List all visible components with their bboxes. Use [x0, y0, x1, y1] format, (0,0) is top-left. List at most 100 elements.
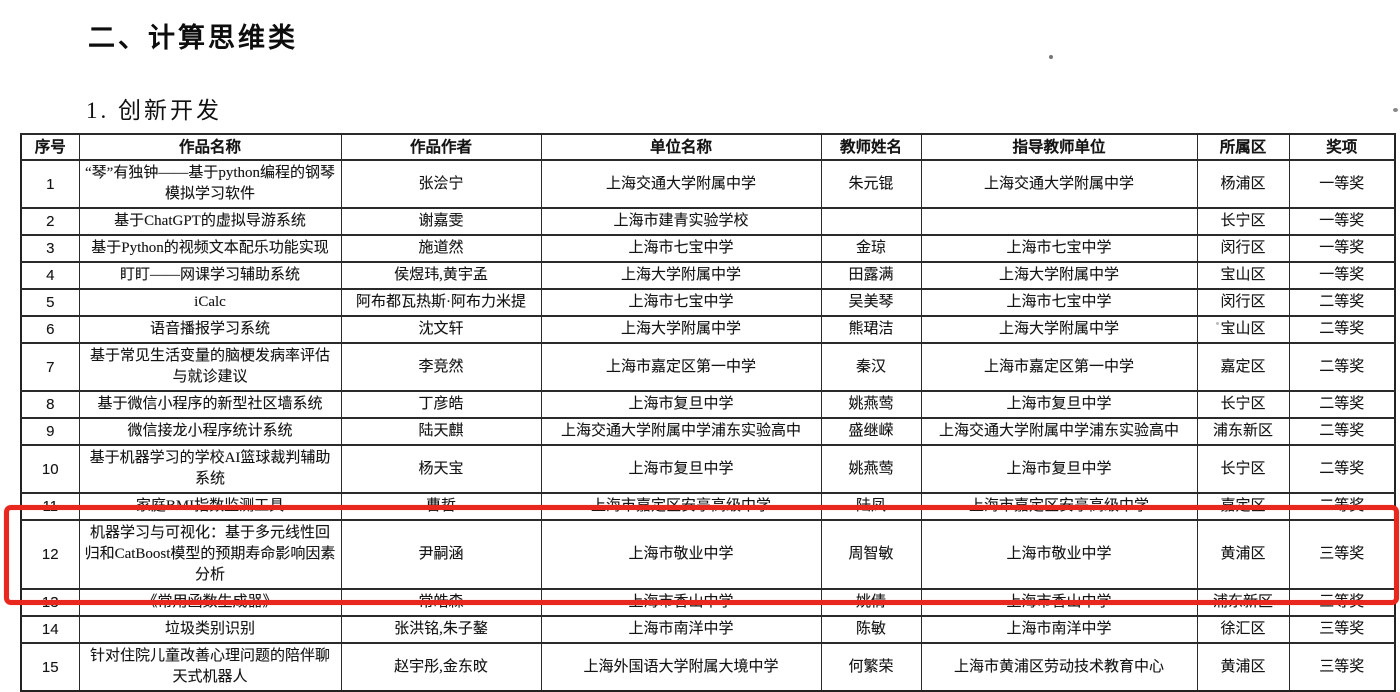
cell-teacher-unit: 上海市香山中学 [920, 588, 1198, 617]
cell-school: 上海市建青实验学校 [540, 207, 822, 236]
document-page: 二、计算思维类 1. 创新开发 序号 作品名称 作品作者 单位名称 教师姓名 指导教师单位… [0, 16, 1400, 692]
cell-teacher [820, 207, 922, 236]
cell-teacher: 金琼 [820, 234, 922, 263]
cell-teacher-unit: 上海市复旦中学 [920, 444, 1198, 494]
cell-title: 基于微信小程序的新型社区墙系统 [78, 390, 342, 419]
table-row-13: 13 《常用函数生成器》 常皓森 上海市香山中学 姚倩 上海市香山中学 浦东新区 三等奖 [20, 588, 1396, 617]
cell-award: 一等奖 [1288, 207, 1396, 236]
cell-title: 家庭BMI指数监测工具 [78, 492, 342, 521]
cell-no: 5 [20, 288, 80, 317]
cell-teacher: 吴美琴 [820, 288, 922, 317]
cell-authors: 沈文轩 [340, 315, 542, 344]
cell-title: 基于Python的视频文本配乐功能实现 [78, 234, 342, 263]
cell-teacher: 姚倩 [820, 588, 922, 617]
subsection-title: 1. 创新开发 [86, 98, 222, 123]
cell-teacher: 熊珺洁 [820, 315, 922, 344]
cell-authors: 丁彦皓 [340, 390, 542, 419]
cell-school: 上海大学附属中学 [540, 261, 822, 290]
column-header-no: 序号 [20, 133, 80, 161]
cell-no: 6 [20, 315, 80, 344]
cell-no: 14 [20, 615, 80, 644]
cell-title: 微信接龙小程序统计系统 [78, 417, 342, 446]
cell-authors: 尹嗣涵 [340, 519, 542, 590]
table-row-15: 15 针对住院儿童改善心理问题的陪伴聊天式机器人 赵宇彤,金东旼 上海外国语大学附属大… [20, 642, 1396, 692]
cell-authors: 赵宇彤,金东旼 [340, 642, 542, 692]
cell-district: 杨浦区 [1196, 159, 1290, 209]
cell-school: 上海市香山中学 [540, 588, 822, 617]
cell-award: 二等奖 [1288, 417, 1396, 446]
cell-no: 8 [20, 390, 80, 419]
cell-award: 二等奖 [1288, 288, 1396, 317]
cell-no: 10 [20, 444, 80, 494]
cell-award: 二等奖 [1288, 342, 1396, 392]
cell-title: 垃圾类别识别 [78, 615, 342, 644]
cell-no: 9 [20, 417, 80, 446]
cell-award: 三等奖 [1288, 519, 1396, 590]
cell-authors: 陆天麒 [340, 417, 542, 446]
column-header-teacher: 教师姓名 [820, 133, 922, 161]
cell-district: 长宁区 [1196, 444, 1290, 494]
cell-award: 二等奖 [1288, 444, 1396, 494]
table-row-14: 14 垃圾类别识别 张洪铭,朱子鏊 上海市南洋中学 陈敏 上海市南洋中学 徐汇区 三等奖 [20, 615, 1396, 644]
cell-title: 《常用函数生成器》 [78, 588, 342, 617]
cell-teacher-unit: 上海市敬业中学 [920, 519, 1198, 590]
cell-teacher: 盛继嵘 [820, 417, 922, 446]
cell-title: iCalc [78, 288, 342, 317]
table-row-11: 11 家庭BMI指数监测工具 曹哲 上海市嘉定区安亭高级中学 陆凤 上海市嘉定区安亭高级中… [20, 492, 1396, 521]
cell-title: 盯盯——网课学习辅助系统 [78, 261, 342, 290]
cell-district: 嘉定区 [1196, 492, 1290, 521]
cell-award: 三等奖 [1288, 642, 1396, 692]
table-row-2: 2 基于ChatGPT的虚拟导游系统 谢嘉雯 上海市建青实验学校 长宁区 一等奖 [20, 207, 1396, 236]
table-row-5: 5 iCalc 阿布都瓦热斯·阿布力米提 上海市七宝中学 吴美琴 上海市七宝中学 闵行区 二等… [20, 288, 1396, 317]
cell-school: 上海交通大学附属中学浦东实验高中 [540, 417, 822, 446]
cell-no: 3 [20, 234, 80, 263]
cell-authors: 侯煜玮,黄宇孟 [340, 261, 542, 290]
column-header-award: 奖项 [1288, 133, 1396, 161]
cell-school: 上海市嘉定区安亭高级中学 [540, 492, 822, 521]
cell-authors: 张浍宁 [340, 159, 542, 209]
cell-no: 15 [20, 642, 80, 692]
cell-teacher-unit: 上海市七宝中学 [920, 234, 1198, 263]
cell-school: 上海市复旦中学 [540, 390, 822, 419]
cell-district: 宝山区 [1196, 261, 1290, 290]
cell-teacher-unit: 上海交通大学附属中学浦东实验高中 [920, 417, 1198, 446]
cell-teacher-unit: 上海市七宝中学 [920, 288, 1198, 317]
cell-no: 7 [20, 342, 80, 392]
cell-district: 闵行区 [1196, 288, 1290, 317]
cell-school: 上海市嘉定区第一中学 [540, 342, 822, 392]
cell-title: 基于ChatGPT的虚拟导游系统 [78, 207, 342, 236]
cell-district: 闵行区 [1196, 234, 1290, 263]
cell-award: 二等奖 [1288, 390, 1396, 419]
cell-district: 黄浦区 [1196, 519, 1290, 590]
column-header-authors: 作品作者 [340, 133, 542, 161]
cell-school: 上海市敬业中学 [540, 519, 822, 590]
table-row-10: 10 基于机器学习的学校AI篮球裁判辅助系统 杨天宝 上海市复旦中学 姚燕莺 上海市复旦中… [20, 444, 1396, 494]
cell-teacher: 秦汉 [820, 342, 922, 392]
cell-school: 上海外国语大学附属大境中学 [540, 642, 822, 692]
cell-title: 机器学习与可视化：基于多元线性回归和CatBoost模型的预期寿命影响因素分析 [78, 519, 342, 590]
cell-district: 长宁区 [1196, 207, 1290, 236]
cell-award: 二等奖 [1288, 315, 1396, 344]
cell-title: 基于常见生活变量的脑梗发病率评估与就诊建议 [78, 342, 342, 392]
cell-teacher-unit: 上海市复旦中学 [920, 390, 1198, 419]
cell-teacher: 陈敏 [820, 615, 922, 644]
cell-district: 嘉定区 [1196, 342, 1290, 392]
cell-teacher-unit: 上海市南洋中学 [920, 615, 1198, 644]
cell-teacher-unit: 上海市黄浦区劳动技术教育中心 [920, 642, 1198, 692]
awards-table: 序号 作品名称 作品作者 单位名称 教师姓名 指导教师单位 所属区 奖项 1 “琴”有独钟——基… [20, 133, 1396, 692]
cell-no: 2 [20, 207, 80, 236]
cell-teacher-unit: 上海大学附属中学 [920, 315, 1198, 344]
cell-teacher: 田露满 [820, 261, 922, 290]
cell-no: 11 [20, 492, 80, 521]
scan-speck [1393, 108, 1398, 112]
cell-authors: 曹哲 [340, 492, 542, 521]
table-row-6: 6 语音播报学习系统 沈文轩 上海大学附属中学 熊珺洁 上海大学附属中学 宝山区 二等奖 [20, 315, 1396, 344]
cell-no: 1 [20, 159, 80, 209]
cell-authors: 阿布都瓦热斯·阿布力米提 [340, 288, 542, 317]
cell-no: 4 [20, 261, 80, 290]
cell-authors: 张洪铭,朱子鏊 [340, 615, 542, 644]
cell-teacher-unit [920, 207, 1198, 236]
table-row-4: 4 盯盯——网课学习辅助系统 侯煜玮,黄宇孟 上海大学附属中学 田露满 上海大学附属中学宝… [20, 261, 1396, 290]
cell-district: 黄浦区 [1196, 642, 1290, 692]
scan-speck [1216, 322, 1219, 325]
